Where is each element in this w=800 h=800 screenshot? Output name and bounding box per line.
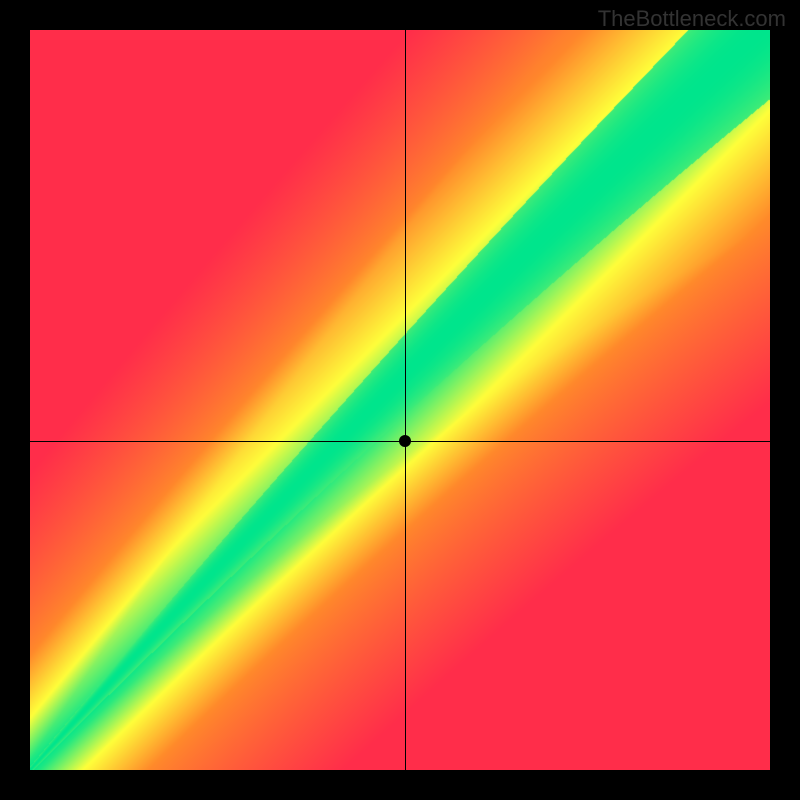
chart-container: TheBottleneck.com <box>0 0 800 800</box>
crosshair-vertical <box>405 30 406 770</box>
marker-dot <box>399 435 411 447</box>
attribution-text: TheBottleneck.com <box>598 6 786 32</box>
bottleneck-heatmap <box>30 30 770 770</box>
chart-outer-black <box>0 0 800 800</box>
